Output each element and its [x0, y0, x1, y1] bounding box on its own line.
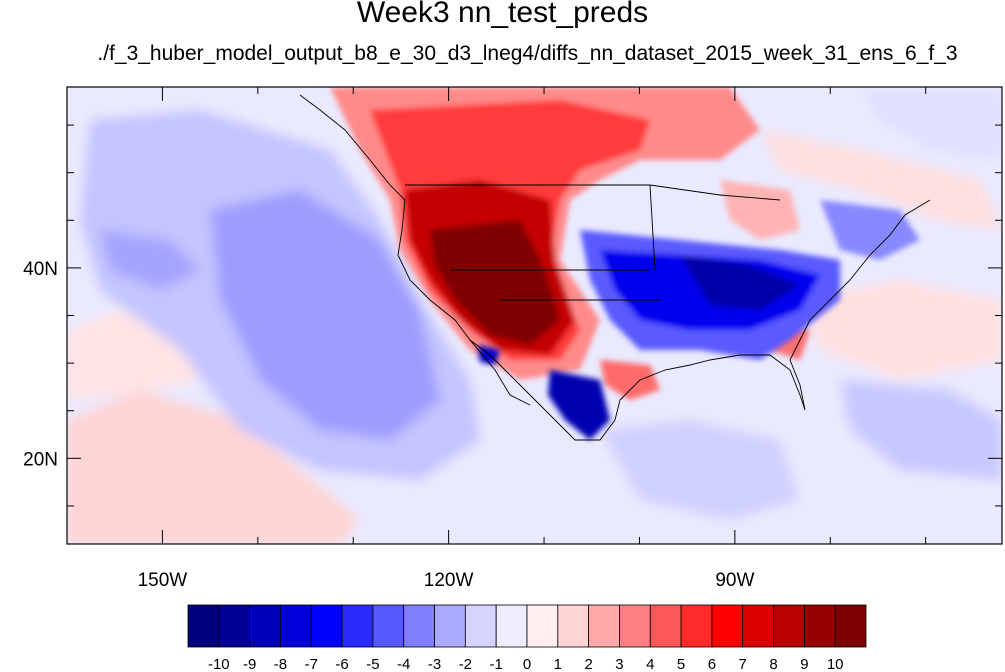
lat-tick-label: 40N	[23, 259, 58, 280]
lon-tick-label: 120W	[424, 570, 474, 591]
lon-tick-label: 150W	[138, 570, 188, 591]
colorbar-swatch	[557, 604, 590, 648]
colorbar-label: -8	[274, 656, 287, 672]
colorbar-swatch	[680, 604, 713, 648]
colorbar-label: 0	[523, 656, 531, 672]
colorbar-swatch	[372, 604, 405, 648]
colorbar-label: -7	[305, 656, 318, 672]
map-subtitle: ./f_3_huber_model_output_b8_e_30_d3_lneg…	[97, 42, 958, 65]
colorbar-swatch	[249, 604, 281, 648]
colorbar-swatch	[341, 604, 374, 648]
colorbar-label: -3	[428, 656, 441, 672]
colorbar-label: 7	[739, 656, 747, 672]
colorbar-label: 4	[646, 656, 654, 672]
colorbar-swatch	[773, 604, 805, 648]
colorbar-label: 1	[554, 656, 562, 672]
colorbar-swatch	[803, 604, 836, 648]
colorbar-label: -9	[243, 656, 256, 672]
colorbar-label: 6	[708, 656, 716, 672]
colorbar-swatch	[187, 604, 220, 648]
colorbar-label: -10	[208, 656, 230, 672]
colorbar-swatch	[649, 604, 682, 648]
colorbar-label: 3	[615, 656, 623, 672]
colorbar: -10 -9 -8 -7 -6 -5 -4 -3 -2 -1 0 1 2 3 4 5 6 7 8 9 10	[187, 604, 867, 672]
colorbar-swatch	[711, 604, 744, 648]
coastlines	[299, 94, 931, 441]
colorbar-swatch	[526, 604, 559, 648]
colorbar-swatch	[218, 604, 251, 648]
colorbar-swatch	[495, 604, 528, 648]
colorbar-swatch	[464, 604, 497, 648]
colorbar-label: 8	[769, 656, 777, 672]
anomaly-field	[67, 87, 1002, 544]
colorbar-swatch	[310, 604, 343, 648]
colorbar-label: 9	[800, 656, 808, 672]
colorbar-swatch	[434, 604, 466, 648]
colorbar-label: -6	[335, 656, 348, 672]
colorbar-swatch	[588, 604, 620, 648]
colorbar-label: -1	[490, 656, 503, 672]
colorbar-swatch	[403, 604, 435, 648]
colorbar-label: -2	[459, 656, 472, 672]
map-title: Week3 nn_test_preds	[356, 0, 649, 29]
colorbar-label: -4	[397, 656, 410, 672]
axis-ticks: 150W 120W 90W 40N 20N	[23, 87, 1002, 591]
colorbar-swatch	[280, 604, 312, 648]
colorbar-label: 2	[584, 656, 592, 672]
colorbar-label: -5	[366, 656, 379, 672]
colorbar-label: 10	[827, 656, 844, 672]
colorbar-swatch	[742, 604, 774, 648]
colorbar-swatch	[834, 604, 867, 648]
lat-tick-label: 20N	[23, 449, 58, 470]
colorbar-swatch	[619, 604, 651, 648]
lon-tick-label: 90W	[715, 570, 754, 591]
colorbar-label: 5	[677, 656, 685, 672]
